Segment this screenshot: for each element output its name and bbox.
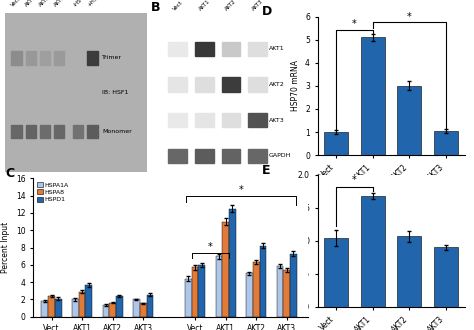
Text: AKT3: AKT3 [53,0,66,7]
Bar [361,196,384,307]
Bar [195,77,214,92]
Text: *: * [208,242,213,252]
Text: Vect: Vect [10,0,23,7]
Bar [73,125,83,138]
Bar [221,113,240,127]
Bar [168,113,187,127]
Text: *: * [407,12,412,21]
Text: *: * [352,176,357,185]
Bar [222,221,229,317]
Bar [48,296,55,317]
Text: +HS: +HS [86,0,99,7]
Y-axis label: Percent Input: Percent Input [1,222,10,273]
Text: AKT3: AKT3 [251,0,264,11]
Bar [361,37,384,155]
Bar [324,132,348,155]
Bar [116,296,123,317]
Bar [11,125,22,138]
Text: *: * [238,185,243,195]
Text: *: * [352,19,357,29]
Bar [102,305,109,317]
Bar [277,266,283,317]
Text: AKT1: AKT1 [24,0,37,7]
Bar [434,248,458,307]
Bar [283,270,290,317]
Text: D: D [262,5,272,18]
Text: -HS: -HS [73,0,83,7]
Bar [146,295,153,317]
Y-axis label: HSP70 mRNA: HSP70 mRNA [291,60,300,111]
Text: AKT2: AKT2 [269,82,285,87]
Bar [54,125,64,138]
Bar [41,301,48,317]
Text: B: B [151,1,161,14]
Bar [185,279,191,317]
Bar [40,51,50,65]
Bar [109,303,116,317]
Bar [55,299,62,317]
Bar [216,256,222,317]
Bar [133,300,140,317]
Bar [229,209,236,317]
Text: IB: HSF1: IB: HSF1 [102,90,128,95]
Bar [168,77,187,92]
Bar [221,42,240,56]
Bar [434,131,458,155]
Bar [290,253,297,317]
Text: AKT1: AKT1 [269,46,284,51]
Bar [87,125,98,138]
Bar [26,125,36,138]
Bar [221,77,240,92]
Bar [260,246,266,317]
Bar [40,125,50,138]
Bar [195,148,214,163]
Bar [168,42,187,56]
Bar [11,51,22,65]
Text: Vect: Vect [172,0,184,11]
Bar [221,148,240,163]
Bar [195,113,214,127]
Text: GAPDH: GAPDH [269,153,292,158]
Bar [199,265,205,317]
Text: Monomer: Monomer [102,129,132,134]
Bar [72,300,79,317]
Bar [140,303,146,317]
Bar [253,262,260,317]
Text: AKT2: AKT2 [224,0,237,11]
Y-axis label: HSP90 mRNA: HSP90 mRNA [283,215,292,266]
Bar [85,285,92,317]
Bar [79,292,85,317]
Bar [168,148,187,163]
Text: AKT2: AKT2 [38,0,52,7]
Bar [248,77,267,92]
Bar [246,274,253,317]
Bar [398,236,421,307]
Bar [248,113,267,127]
Bar [26,51,36,65]
Bar [248,148,267,163]
Bar [398,86,421,155]
Text: C: C [6,167,15,180]
Bar [87,51,98,65]
Bar [191,267,199,317]
Text: E: E [262,164,270,177]
Bar [54,51,64,65]
Legend: HSPA1A, HSPA8, HSPD1: HSPA1A, HSPA8, HSPD1 [36,181,69,203]
Text: Trimer: Trimer [102,55,122,60]
Bar [324,238,348,307]
Bar [195,42,214,56]
Text: AKT1: AKT1 [198,0,211,11]
Text: AKT3: AKT3 [269,117,285,123]
Bar [248,42,267,56]
